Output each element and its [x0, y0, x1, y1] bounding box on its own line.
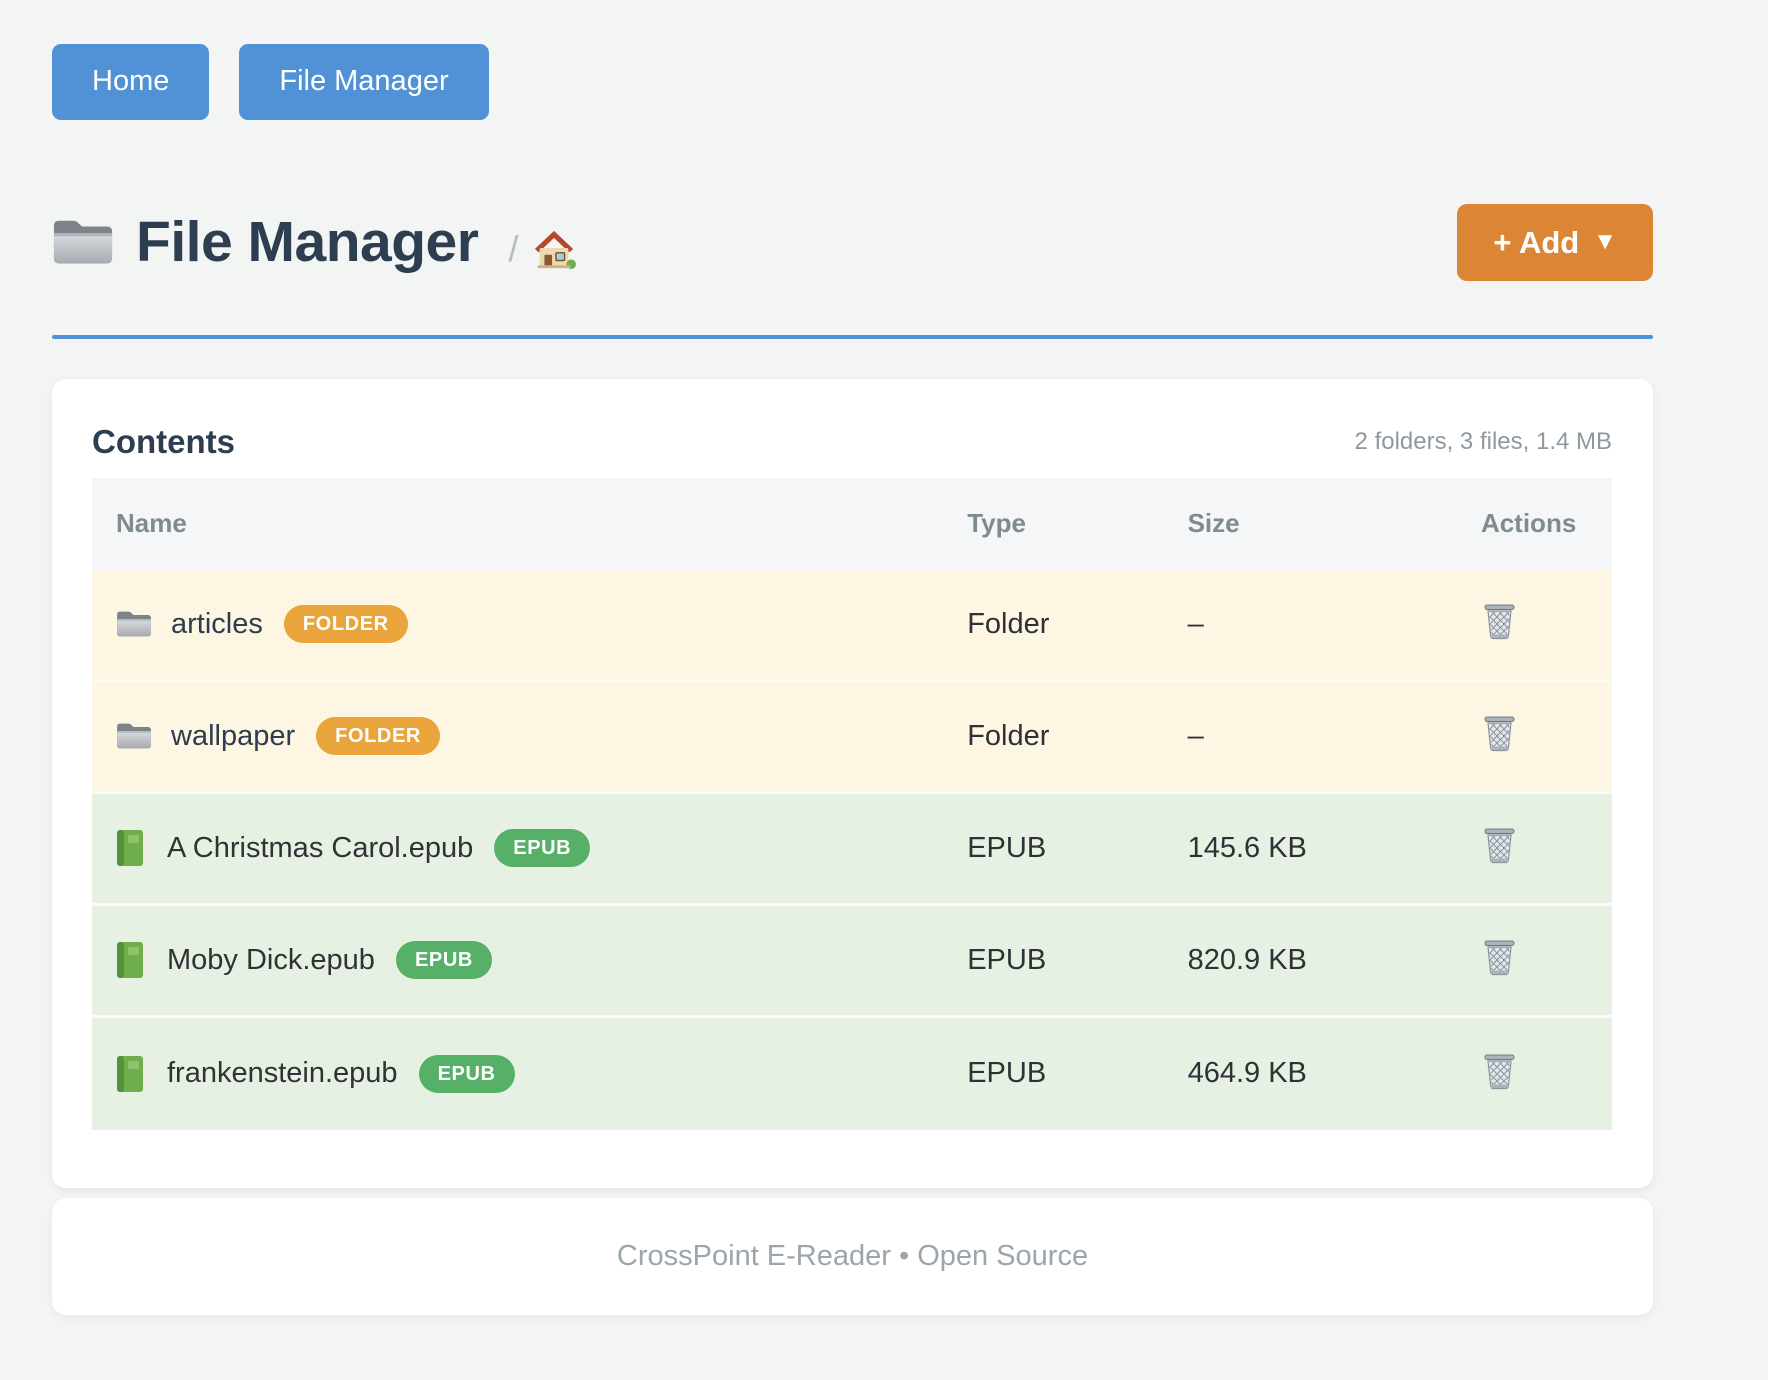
folder-name-link[interactable]: wallpaper — [171, 719, 296, 752]
type-cell: EPUB — [967, 831, 1047, 864]
column-header-size: Size — [1187, 508, 1240, 539]
breadcrumb: / — [508, 227, 576, 271]
footer: CrossPoint E-Reader • Open Source — [52, 1197, 1653, 1315]
delete-button[interactable] — [1483, 939, 1516, 976]
top-nav: Home File Manager — [52, 0, 1653, 120]
epub-badge: EPUB — [418, 1054, 515, 1093]
epub-badge: EPUB — [494, 829, 591, 868]
folder-icon — [116, 721, 152, 751]
type-cell: Folder — [967, 607, 1050, 640]
trash-icon — [1483, 939, 1516, 976]
page-header: File Manager / + Add ▼ — [52, 203, 1653, 281]
folder-badge: FOLDER — [283, 605, 408, 644]
table-header-row: Name Type Size Actions — [92, 477, 1612, 570]
column-header-type: Type — [967, 508, 1026, 539]
folder-icon — [116, 609, 152, 639]
type-cell: EPUB — [967, 1057, 1047, 1090]
page-title: File Manager — [136, 210, 479, 275]
table-row: wallpaper FOLDER Folder – — [92, 681, 1612, 794]
column-header-name: Name — [116, 508, 187, 539]
header-divider — [52, 334, 1653, 339]
delete-button[interactable] — [1483, 827, 1516, 864]
file-name-link[interactable]: Moby Dick.epub — [167, 943, 375, 976]
contents-card: Contents 2 folders, 3 files, 1.4 MB Name… — [52, 378, 1653, 1188]
chevron-down-icon: ▼ — [1593, 228, 1617, 256]
page-container: Home File Manager File Manager / + Add ▼… — [52, 0, 1653, 1315]
size-cell: 820.9 KB — [1187, 943, 1307, 976]
book-icon — [116, 830, 147, 866]
home-button[interactable]: Home — [52, 44, 210, 120]
file-manager-button[interactable]: File Manager — [239, 44, 489, 120]
type-cell: EPUB — [967, 943, 1047, 976]
add-button-label: + Add — [1493, 224, 1580, 260]
size-cell: 464.9 KB — [1187, 1057, 1307, 1090]
file-name-link[interactable]: frankenstein.epub — [167, 1057, 398, 1090]
home-icon[interactable] — [532, 227, 576, 271]
contents-heading: Contents — [92, 422, 235, 460]
table-row: A Christmas Carol.epub EPUB EPUB 145.6 K… — [92, 793, 1612, 906]
delete-button[interactable] — [1483, 715, 1516, 752]
trash-icon — [1483, 1053, 1516, 1090]
breadcrumb-separator: / — [508, 228, 519, 270]
trash-icon — [1483, 715, 1516, 752]
table-row: articles FOLDER Folder – — [92, 569, 1612, 682]
delete-button[interactable] — [1483, 1053, 1516, 1090]
add-button[interactable]: + Add ▼ — [1457, 203, 1653, 281]
file-table: Name Type Size Actions articles FOLDER F… — [92, 477, 1612, 1130]
folder-icon — [52, 216, 114, 268]
size-cell: – — [1187, 607, 1204, 640]
size-cell: 145.6 KB — [1187, 831, 1307, 864]
folder-badge: FOLDER — [316, 717, 440, 756]
book-icon — [116, 942, 147, 978]
table-row: Moby Dick.epub EPUB EPUB 820.9 KB — [92, 905, 1612, 1018]
table-row: frankenstein.epub EPUB EPUB 464.9 KB — [92, 1017, 1612, 1130]
contents-summary: 2 folders, 3 files, 1.4 MB — [1354, 427, 1612, 455]
file-name-link[interactable]: A Christmas Carol.epub — [167, 831, 474, 864]
column-header-actions: Actions — [1480, 508, 1577, 539]
delete-button[interactable] — [1483, 603, 1516, 640]
book-icon — [116, 1056, 147, 1092]
type-cell: Folder — [967, 719, 1050, 752]
folder-name-link[interactable]: articles — [171, 607, 263, 640]
size-cell: – — [1187, 719, 1204, 752]
epub-badge: EPUB — [395, 941, 492, 980]
footer-text: CrossPoint E-Reader • Open Source — [616, 1239, 1089, 1272]
trash-icon — [1483, 827, 1516, 864]
trash-icon — [1483, 603, 1516, 640]
